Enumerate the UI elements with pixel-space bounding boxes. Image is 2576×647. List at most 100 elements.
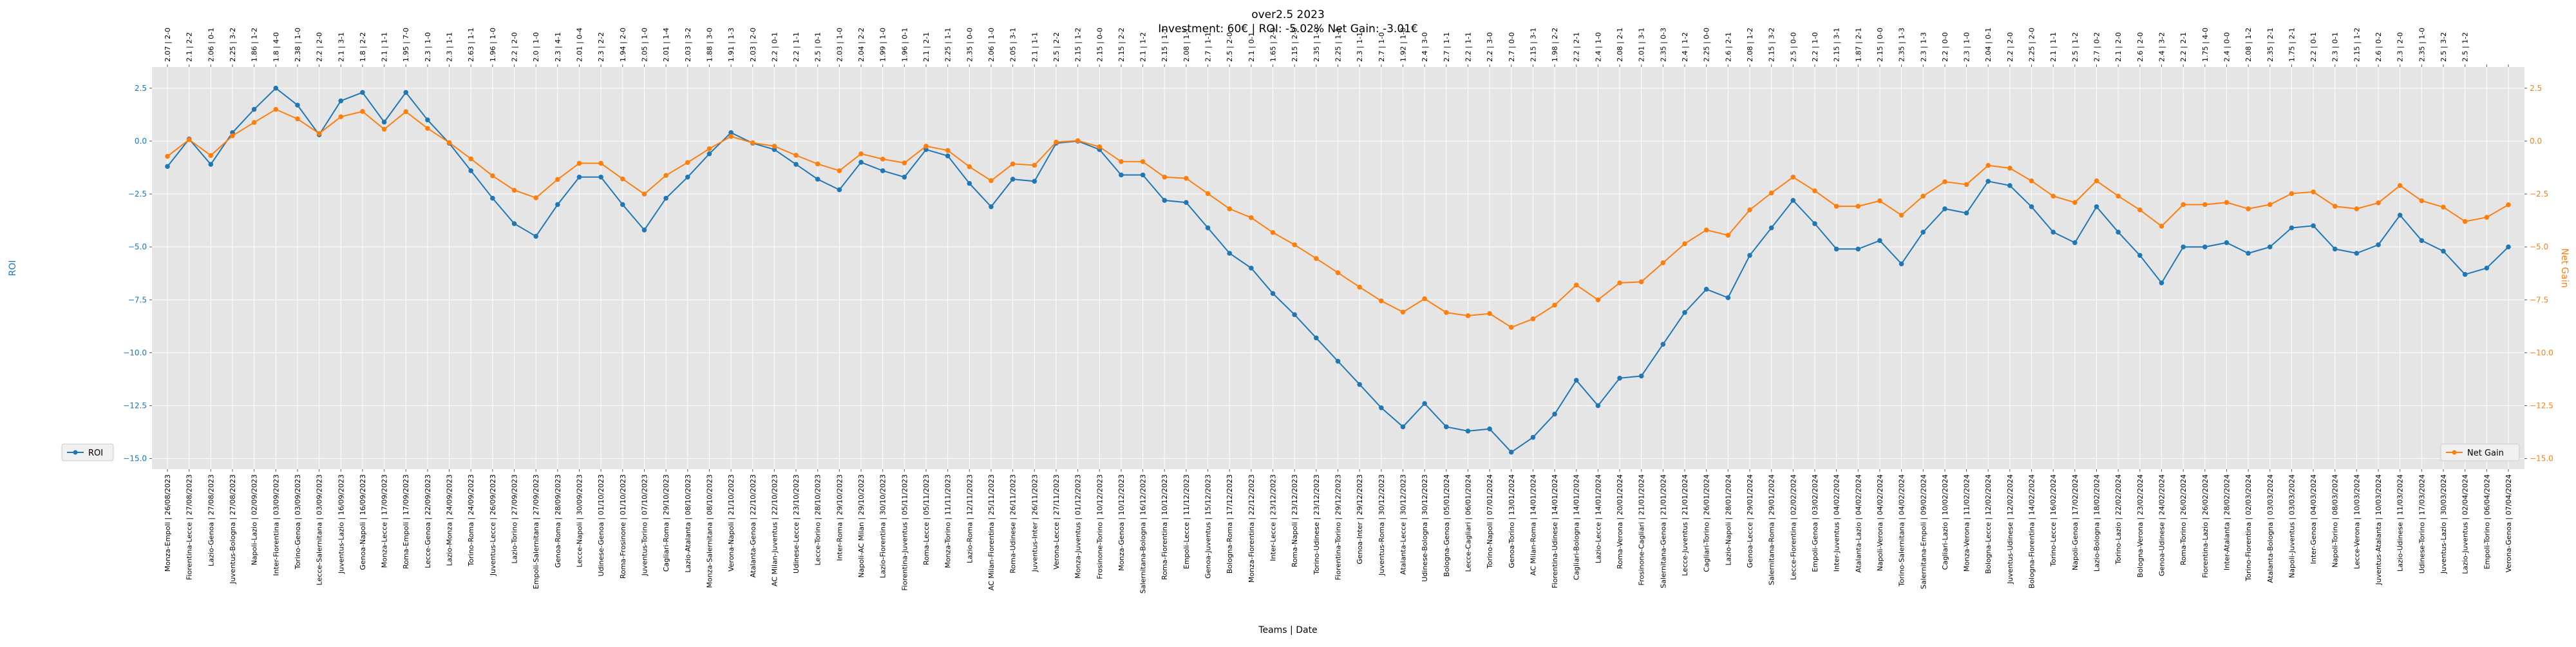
net-gain-point — [1465, 313, 1471, 318]
roi-point — [1552, 411, 1557, 417]
roi-point — [360, 90, 365, 95]
net-gain-point — [403, 109, 409, 115]
x-tick-label: Bologna-Fiorentina | 14/02/2024 — [2028, 474, 2036, 588]
net-gain-point — [533, 195, 538, 200]
net-gain-point — [2441, 204, 2446, 210]
roi-point — [2116, 229, 2121, 235]
odds-label: 2.6 | 2-1 — [1724, 32, 1732, 62]
roi-point — [1422, 401, 1427, 406]
legend-net-gain: Net Gain — [2440, 443, 2520, 461]
odds-label: 2.01 | 1-4 — [662, 28, 670, 62]
x-tick-label: Lazio-Napoli | 28/01/2024 — [1724, 474, 1732, 566]
net-gain-point — [1010, 161, 1016, 167]
roi-point — [295, 102, 300, 108]
odds-label: 2.4 | 1-2 — [1681, 32, 1689, 62]
x-tick-label: Genoa-Roma | 28/09/2023 — [554, 474, 562, 568]
net-gain-point — [1357, 284, 1362, 290]
roi-point — [1032, 179, 1037, 184]
odds-label: 2.63 | 1-1 — [467, 28, 475, 62]
net-gain-point — [2007, 166, 2012, 171]
y-tick-label-right: −12.5 — [2530, 401, 2553, 410]
x-tick-label: Lecce-Juventus | 21/01/2024 — [1681, 474, 1689, 576]
net-gain-point — [1790, 174, 1796, 180]
odds-label: 2.1 | 0-1 — [1247, 32, 1256, 62]
x-tick-label: Lecce-Torino | 28/10/2023 — [814, 474, 822, 566]
odds-label: 2.7 | 0-0 — [1508, 32, 1516, 62]
net-gain-point — [1747, 207, 1752, 213]
roi-point — [2332, 246, 2338, 252]
roi-point — [1292, 312, 1297, 318]
x-tick-label: Genoa-Udinese | 24/02/2024 — [2157, 474, 2166, 576]
odds-label: 2.2 | 2-0 — [2006, 32, 2014, 62]
net-gain-point — [2159, 224, 2164, 229]
odds-label: 2.15 | 1-2 — [2353, 28, 2361, 62]
net-gain-point — [2246, 206, 2251, 211]
x-tick-label: Roma-Napoli | 23/12/2023 — [1291, 474, 1299, 567]
x-tick-label: Fiorentina-Udinese | 14/01/2024 — [1551, 474, 1559, 588]
roi-point — [1335, 358, 1341, 364]
odds-label: 2.3 | 0-1 — [2331, 32, 2340, 62]
x-tick-label: Torino-Lecce | 16/02/2024 — [2049, 474, 2058, 567]
x-tick-label: Inter-Juventus | 04/02/2024 — [1833, 474, 1841, 572]
net-gain-point — [1638, 279, 1644, 285]
x-tick-label: Frosinone-Torino | 10/12/2023 — [1095, 474, 1104, 579]
x-tick-label: Roma-Fiorentina | 10/12/2023 — [1160, 474, 1169, 580]
odds-label: 1.8 | 2-2 — [359, 32, 367, 62]
x-tick-label: Monza-Verona | 11/02/2024 — [1963, 474, 1971, 572]
roi-point — [490, 195, 495, 201]
net-gain-point — [1162, 174, 1168, 180]
net-gain-point — [923, 144, 929, 149]
odds-label: 2.2 | 0-1 — [2309, 32, 2318, 62]
roi-point — [837, 187, 842, 193]
odds-label: 2.5 | 0-1 — [814, 32, 822, 62]
odds-label: 2.05 | 3-1 — [1009, 28, 1018, 62]
net-gain-point — [2419, 198, 2425, 204]
odds-label: 2.15 | 3-1 — [1529, 28, 1537, 62]
odds-label: 2.15 | 3-2 — [1768, 28, 1776, 62]
odds-label: 2.4 | 1-0 — [1594, 32, 1602, 62]
odds-label: 1.87 | 2-1 — [1854, 28, 1862, 62]
roi-point — [598, 174, 603, 180]
net-gain-point — [989, 178, 994, 184]
x-tick-label: Genoa-Napoli | 16/09/2023 — [359, 474, 367, 570]
x-tick-label: Udinese-Torino | 17/03/2024 — [2418, 474, 2426, 574]
odds-label: 2.1 | 3-1 — [337, 32, 345, 62]
y-tick-label-right: −5.0 — [2530, 242, 2548, 251]
odds-label: 2.3 | 1-0 — [1963, 32, 1971, 62]
x-tick-label: Empoli-Lecce | 11/12/2023 — [1182, 474, 1191, 569]
roi-point — [1660, 342, 1666, 347]
net-gain-point — [1335, 270, 1341, 276]
roi-point — [1964, 210, 1969, 216]
x-tick-label: Lazio-Monza | 24/09/2023 — [446, 474, 454, 566]
x-tick-label: Monza-Lecce | 17/09/2023 — [381, 474, 389, 568]
odds-label: 2.08 | 1-2 — [2244, 28, 2253, 62]
roi-point — [251, 106, 257, 112]
odds-label: 2.7 | 1-0 — [1378, 32, 1386, 62]
x-tick-label: Torino-Fiorentina | 02/03/2024 — [2244, 474, 2253, 582]
net-gain-point — [1508, 325, 1514, 330]
y-tick-label-right: −15.0 — [2530, 454, 2553, 463]
net-gain-point — [728, 133, 734, 139]
net-gain-point — [2397, 183, 2403, 188]
odds-label: 2.4 | 3-2 — [2157, 32, 2166, 62]
odds-label: 2.7 | 1-1 — [1443, 32, 1451, 62]
x-tick-label: Salernitana-Roma | 29/01/2024 — [1768, 474, 1776, 585]
odds-label: 2.35 | 0-0 — [965, 28, 974, 62]
legend-net-gain-label: Net Gain — [2467, 449, 2504, 458]
roi-point — [2441, 248, 2446, 254]
y-tick-label-left: 2.5 — [135, 84, 147, 93]
net-gain-point — [598, 160, 603, 166]
roi-point — [208, 162, 214, 167]
roi-point — [2484, 266, 2490, 271]
roi-point — [1899, 261, 1904, 267]
odds-label: 2.3 | 1-3 — [1919, 32, 1927, 62]
roi-point — [2354, 251, 2360, 256]
net-gain-point — [1920, 193, 1926, 199]
odds-label: 2.7 | 0-2 — [2093, 32, 2101, 62]
net-gain-point — [186, 137, 192, 142]
net-gain-point — [1205, 191, 1211, 197]
net-gain-point — [230, 133, 235, 139]
x-tick-label: Napoli-Torino | 08/03/2024 — [2331, 474, 2340, 568]
